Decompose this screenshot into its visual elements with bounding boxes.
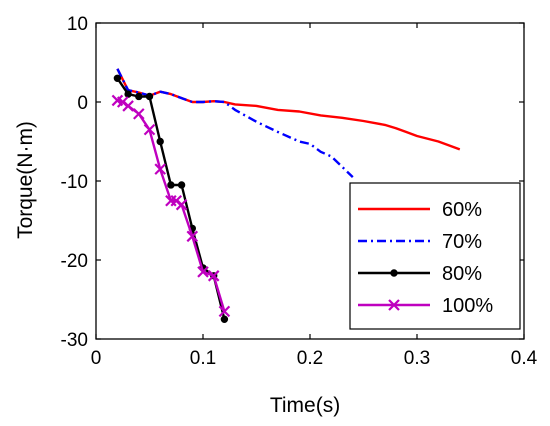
marker-stroke (122, 100, 134, 112)
series-80pct (113, 74, 229, 323)
series-100pct-point (218, 305, 231, 318)
series-100pct-point (197, 266, 209, 278)
series-80pct-point (135, 92, 143, 101)
series-layer (111, 68, 461, 323)
ticks-layer: 0 0.1 0.2 0.3 0.4 10 0 -10 -20 -30 (61, 14, 538, 369)
marker-stroke (197, 266, 209, 278)
series-70pct (116, 68, 354, 178)
marker-stroke (207, 270, 220, 282)
x-tick-label: 0.4 (511, 348, 538, 369)
legend-label: 70% (442, 231, 482, 253)
x-tick-label: 0 (91, 348, 102, 369)
y-tick-label: 10 (67, 14, 88, 35)
y-axis-label: Torque(N·m) (14, 121, 37, 239)
y-tick-label: -30 (61, 330, 88, 351)
series-80pct-point (124, 90, 132, 98)
legend-item-100pct: 100% (358, 295, 493, 317)
legend-item-60pct: 60% (358, 199, 482, 221)
series-80pct-point (145, 92, 154, 101)
legend-label: 100% (442, 295, 493, 317)
marker-stroke (388, 299, 400, 311)
legend-item-70pct: 70% (358, 231, 482, 253)
x-axis-label: Time(s) (270, 394, 340, 417)
marker-stroke (111, 94, 124, 107)
series-100pct-point (207, 270, 220, 282)
legend-box (349, 182, 521, 330)
legend-label: 60% (442, 199, 482, 221)
y-tick-label: -10 (61, 172, 88, 193)
series-100pct-point (175, 198, 188, 211)
marker-stroke (175, 198, 188, 211)
marker-stroke (218, 305, 231, 318)
series-60pct (116, 68, 461, 151)
series-80pct-point (220, 315, 229, 323)
legend: 60% 70% 80% 100% (349, 182, 521, 330)
marker-stroke (154, 163, 166, 175)
legend-swatch-marker (390, 269, 398, 277)
legend-swatch-marker (388, 299, 400, 311)
series-100pct-point (186, 230, 199, 243)
series-80pct-point (167, 181, 175, 189)
y-tick-label: 0 (77, 93, 88, 114)
series-100pct-point (122, 100, 134, 112)
marker-stroke (186, 230, 199, 243)
series-80pct-point (156, 137, 164, 146)
y-tick-label: -20 (61, 251, 88, 272)
marker-stroke (133, 108, 145, 120)
series-70pct-line (116, 68, 354, 178)
legend-label: 80% (442, 263, 482, 285)
series-60pct-line (116, 68, 461, 151)
series-80pct-point (177, 181, 186, 189)
series-100pct-point (133, 108, 145, 120)
series-100pct (111, 94, 231, 318)
series-80pct-point (113, 74, 122, 83)
x-tick-label: 0.3 (404, 348, 430, 369)
series-100pct-point (143, 123, 156, 136)
marker-stroke (143, 123, 156, 136)
legend-item-80pct: 80% (358, 263, 482, 285)
x-tick-label: 0.1 (190, 348, 216, 369)
series-100pct-point (154, 163, 166, 175)
x-tick-label: 0.2 (297, 348, 323, 369)
